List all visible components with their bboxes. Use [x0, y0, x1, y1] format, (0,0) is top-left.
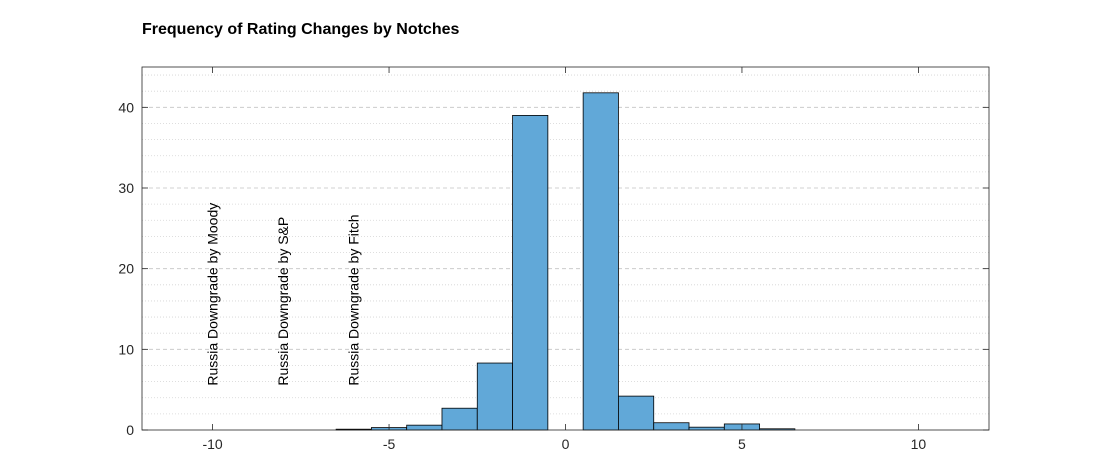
annotation-text: Russia Downgrade by Fitch	[346, 214, 362, 385]
histogram-bar	[618, 395, 655, 431]
x-tick-label: -5	[383, 436, 396, 452]
histogram-bar	[406, 424, 443, 431]
x-tick-label: 5	[738, 436, 746, 452]
annotation-text: Russia Downgrade by S&P	[275, 217, 291, 386]
annotation-text: Russia Downgrade by Moody	[205, 203, 221, 386]
x-tick-label: 10	[911, 436, 927, 452]
histogram-bar	[582, 92, 619, 431]
chart-title: Frequency of Rating Changes by Notches	[142, 21, 459, 38]
axes-box	[141, 66, 990, 431]
x-tick-label: 0	[562, 436, 570, 452]
histogram-bar	[653, 422, 690, 431]
x-tick-label: -10	[202, 436, 222, 452]
y-tick-label: 20	[118, 261, 134, 277]
plot-area: -10 -5 0 5 10 0 10 20 30 40 Russia Downgrade by Mo…	[118, 66, 990, 452]
y-tick-label: 30	[118, 180, 134, 196]
y-tick-label: 40	[118, 99, 134, 115]
y-tick-label: 10	[118, 341, 134, 357]
histogram-bar	[441, 407, 478, 431]
y-tick-label: 0	[126, 422, 134, 438]
histogram-bar	[476, 362, 513, 431]
histogram-bar	[688, 426, 725, 431]
histogram-bar	[512, 115, 549, 431]
